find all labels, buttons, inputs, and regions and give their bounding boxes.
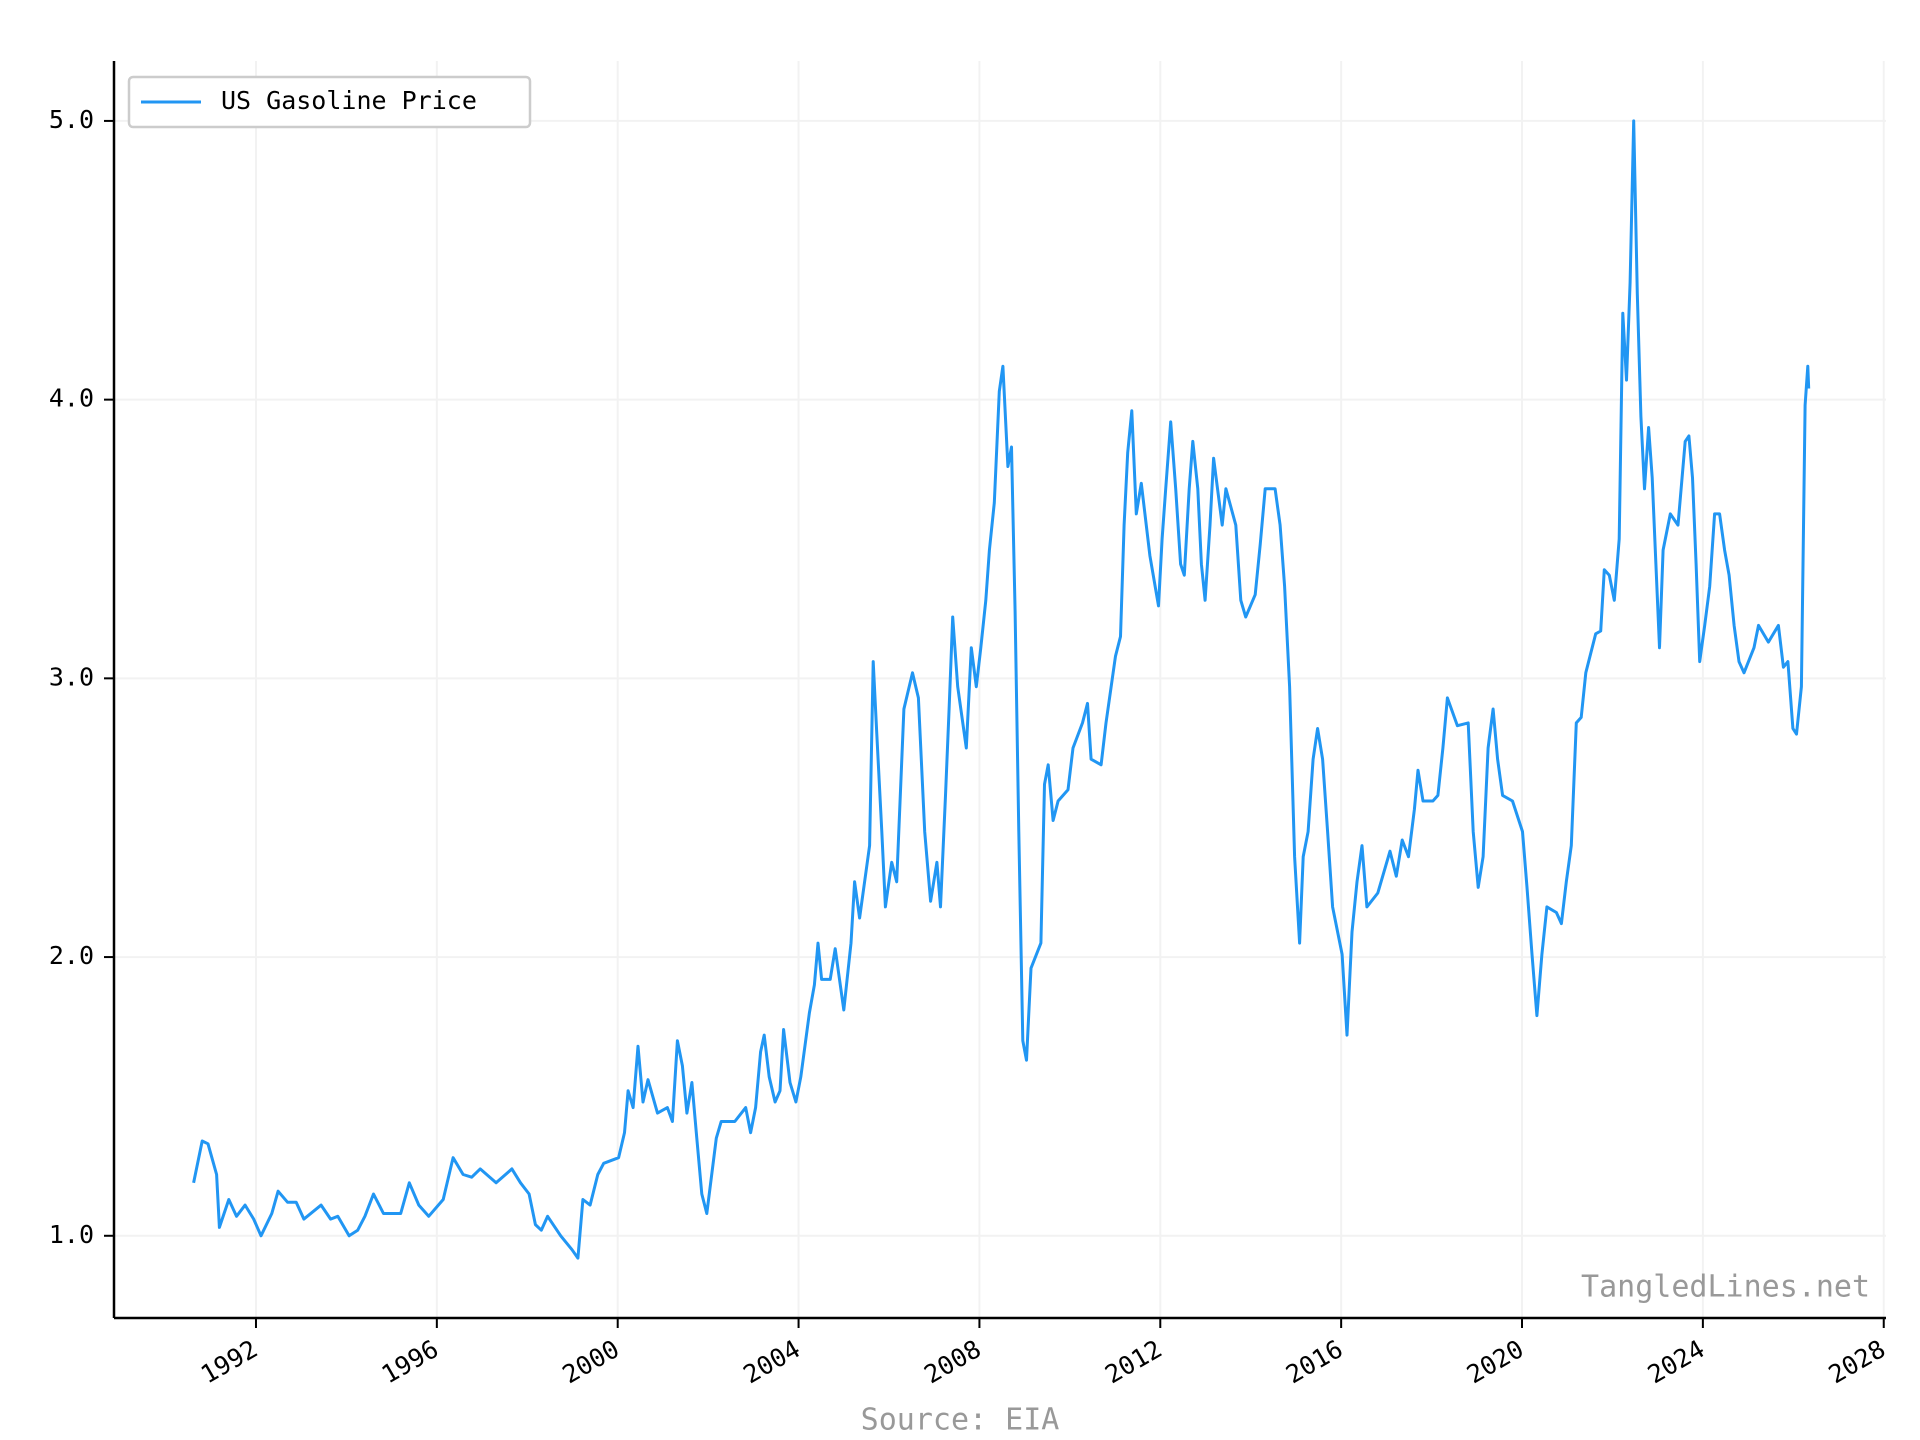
watermark: TangledLines.net [1581, 1270, 1870, 1305]
y-tick-label: 2.0 [49, 941, 94, 970]
y-tick-label: 5.0 [49, 105, 94, 134]
x-tick-label: 2028 [1824, 1334, 1891, 1389]
x-tick-label: 2020 [1462, 1334, 1529, 1389]
x-tick-label: 2000 [558, 1334, 625, 1389]
y-tick-label: 1.0 [49, 1220, 94, 1249]
x-tick-label: 2008 [919, 1334, 986, 1389]
grid [114, 61, 1886, 1318]
x-tick-label: 1996 [377, 1334, 444, 1389]
x-tick-label: 1992 [196, 1334, 263, 1389]
x-tick-label: 2024 [1643, 1334, 1710, 1389]
legend: US Gasoline Price [127, 75, 532, 129]
source-note: Source: EIA [861, 1403, 1060, 1438]
x-tick-label: 2012 [1100, 1334, 1167, 1389]
legend-label: US Gasoline Price [221, 86, 477, 115]
y-tick-label: 4.0 [49, 384, 94, 413]
x-tick-label: 2004 [738, 1334, 805, 1389]
y-tick-label: 3.0 [49, 662, 94, 691]
legend-box [127, 75, 532, 129]
x-tick-label: 2016 [1281, 1334, 1348, 1389]
line-series [192, 119, 1811, 1260]
